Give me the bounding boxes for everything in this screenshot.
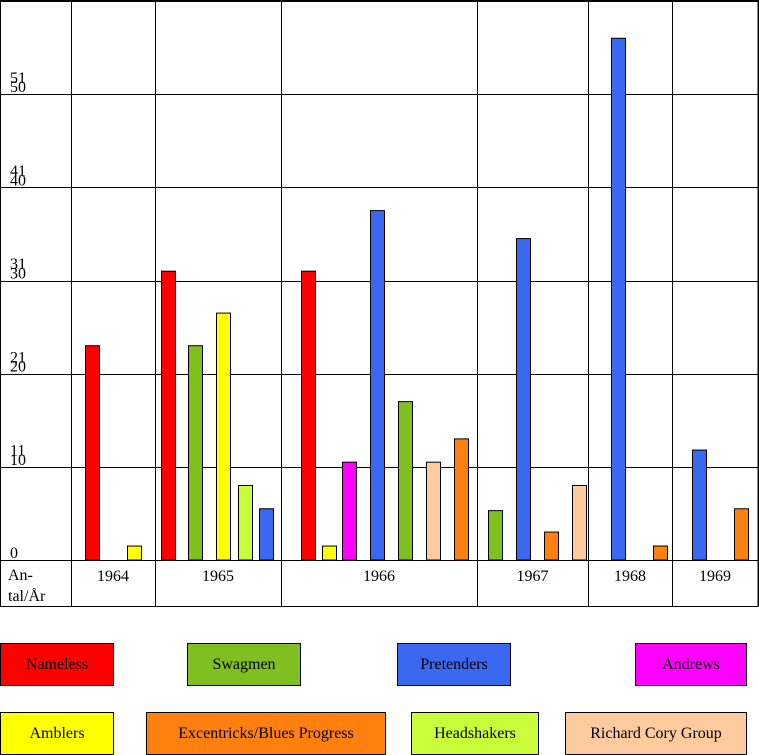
x-category-label: 1969 xyxy=(699,568,731,585)
bar xyxy=(370,210,385,561)
bar xyxy=(342,461,357,561)
bar xyxy=(259,508,274,561)
y-tick-label: 30 xyxy=(10,266,26,283)
bar xyxy=(426,461,441,561)
legend-entry: Andrews xyxy=(635,643,747,686)
y-tick-label: 31 xyxy=(10,256,26,273)
bar xyxy=(454,438,469,561)
y-tick-label: 20 xyxy=(10,359,26,376)
y-tick-label: 40 xyxy=(10,172,26,189)
bar xyxy=(188,345,203,561)
x-category-label: 1966 xyxy=(363,568,395,585)
bar xyxy=(544,531,559,561)
legend-entry: Pretenders xyxy=(397,643,511,686)
x-category-label: 1965 xyxy=(202,568,234,585)
bar xyxy=(127,545,142,561)
bar xyxy=(238,484,253,561)
legend-entry: Excentricks/Blues Progress xyxy=(146,712,386,755)
y-tick-label: 0 xyxy=(10,545,18,562)
y-tick-label: 60 xyxy=(10,0,26,3)
x-category-label: 1968 xyxy=(614,568,646,585)
y-tick-label: 10 xyxy=(10,452,26,469)
bar xyxy=(516,238,531,561)
corner-label-line1: An- xyxy=(8,567,33,584)
legend-entry: Nameless xyxy=(0,643,114,686)
bar xyxy=(85,345,100,561)
y-tick-label: 51 xyxy=(10,70,26,87)
bar xyxy=(572,484,587,561)
bar xyxy=(322,545,337,561)
bar xyxy=(692,449,707,561)
bar xyxy=(216,312,231,561)
bar xyxy=(161,270,176,561)
y-tick-label: 21 xyxy=(10,349,26,366)
y-tick-label: 11 xyxy=(10,443,25,460)
y-tick-label: 41 xyxy=(10,163,26,180)
legend-entry: Amblers xyxy=(0,712,114,755)
bar xyxy=(301,270,316,561)
bar xyxy=(611,37,626,561)
legend-entry: Swagmen xyxy=(187,643,301,686)
x-category-label: 1964 xyxy=(97,568,129,585)
legend-entry: Headshakers xyxy=(411,712,539,755)
bar xyxy=(488,510,503,561)
bar xyxy=(734,508,749,561)
bar xyxy=(653,545,668,561)
y-tick-label: 50 xyxy=(10,79,26,96)
x-category-label: 1967 xyxy=(517,568,549,585)
bar xyxy=(398,401,413,561)
corner-label-line2: tal/År xyxy=(8,587,46,605)
legend-entry: Richard Cory Group xyxy=(565,712,747,755)
